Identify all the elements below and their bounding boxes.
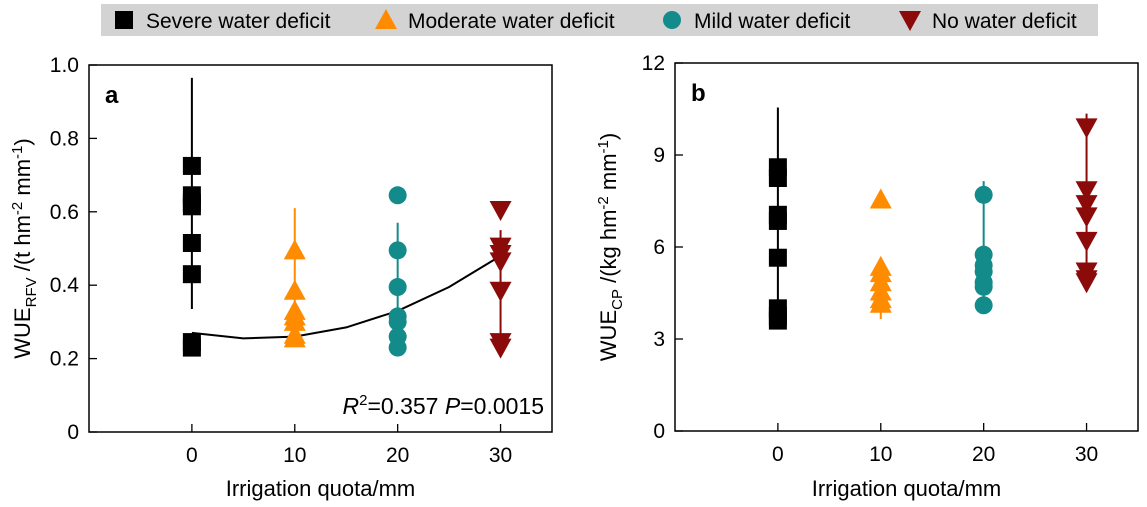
data-point [768,248,787,267]
plot-frame [88,64,553,433]
y-tick-label: 12 [642,52,665,75]
x-tick-label: 0 [186,444,198,467]
legend-marker [375,9,397,29]
legend-item: Mild water deficit [663,10,851,33]
x-tick-label: 30 [489,444,512,467]
data-point [489,281,512,302]
x-tick-label: 30 [1075,443,1098,466]
legend-item: No water deficit [899,10,1077,33]
data-point [182,265,201,284]
data-point [283,327,306,348]
y-tick-label: 0 [67,421,79,444]
data-point [974,185,993,204]
data-point [1075,273,1098,294]
panel-label: b [691,80,706,107]
data-point [182,233,201,252]
panel-b: 0 3 6 9 12 0 10 20 30 Irrigation quota/mm WUECP /(… [595,52,1139,501]
legend-marker [899,11,921,31]
legend: Severe water deficit Moderate water defic… [101,4,1098,36]
data-point [1075,231,1098,252]
stats-annotation: R2=0.357 P=0.0015 [343,392,544,419]
data-point [974,296,993,315]
panel-a: 0 0.2 0.4 0.6 0.8 1.0 0 10 20 30 Irrigation quota/… [9,54,553,501]
data-point [283,279,306,300]
series [1075,113,1098,294]
y-tick-label: 0.6 [50,201,79,224]
data-point [388,241,407,260]
y-tick-label: 0.4 [50,274,80,297]
legend-label: Moderate water deficit [408,10,615,33]
series [974,181,993,315]
data-point [1075,118,1098,139]
data-point [1075,181,1098,202]
x-tick-label: 10 [283,444,306,467]
data-point [388,186,407,205]
legend-background [101,4,1098,36]
data-point [869,292,892,313]
series [489,200,512,359]
legend-label: Mild water deficit [694,10,851,33]
data-point [182,197,201,216]
panel-label: a [105,82,119,109]
legend-item: Severe water deficit [115,10,331,33]
data-point [1075,195,1098,216]
legend-marker [663,11,681,29]
data-point [768,169,787,187]
x-tick-label: 20 [386,444,409,467]
y-tick-label: 6 [653,236,665,259]
data-point [1075,207,1098,228]
data-point [283,239,306,260]
series [283,208,306,348]
series [182,77,201,357]
data-point [388,278,407,297]
data-point [388,338,407,357]
y-tick-label: 9 [653,144,665,167]
x-tick-label: 20 [972,443,995,466]
fit-curve [191,254,502,340]
x-tick-label: 10 [869,443,892,466]
y-tick-label: 0.2 [50,348,79,371]
data-point [489,200,512,221]
x-tick-label: 0 [772,443,784,466]
data-point [974,277,993,296]
data-point [283,310,306,331]
legend-label: No water deficit [932,10,1077,33]
data-point [768,211,787,230]
series [388,186,407,357]
series [768,107,787,330]
data-point [869,188,892,209]
y-tick-label: 1.0 [50,54,79,77]
data-point [182,156,201,175]
x-axis-label: Irrigation quota/mm [226,476,416,501]
y-tick-label: 3 [653,328,665,351]
legend-item: Moderate water deficit [375,9,615,33]
x-axis-label: Irrigation quota/mm [812,476,1002,501]
data-point [182,338,201,357]
y-axis-label: WUECP /(kg hm-2 mm-1) [595,133,626,361]
data-point [768,311,787,330]
series [869,188,892,320]
data-point [489,252,512,273]
y-axis-label: WUERFV /(t hm-2 mm-1) [9,138,40,358]
plot-frame [674,62,1139,432]
legend-marker [115,11,133,29]
legend-label: Severe water deficit [146,10,331,33]
data-point [489,338,512,359]
y-tick-label: 0 [653,420,665,443]
y-tick-label: 0.8 [50,127,79,150]
data-point [388,312,407,331]
